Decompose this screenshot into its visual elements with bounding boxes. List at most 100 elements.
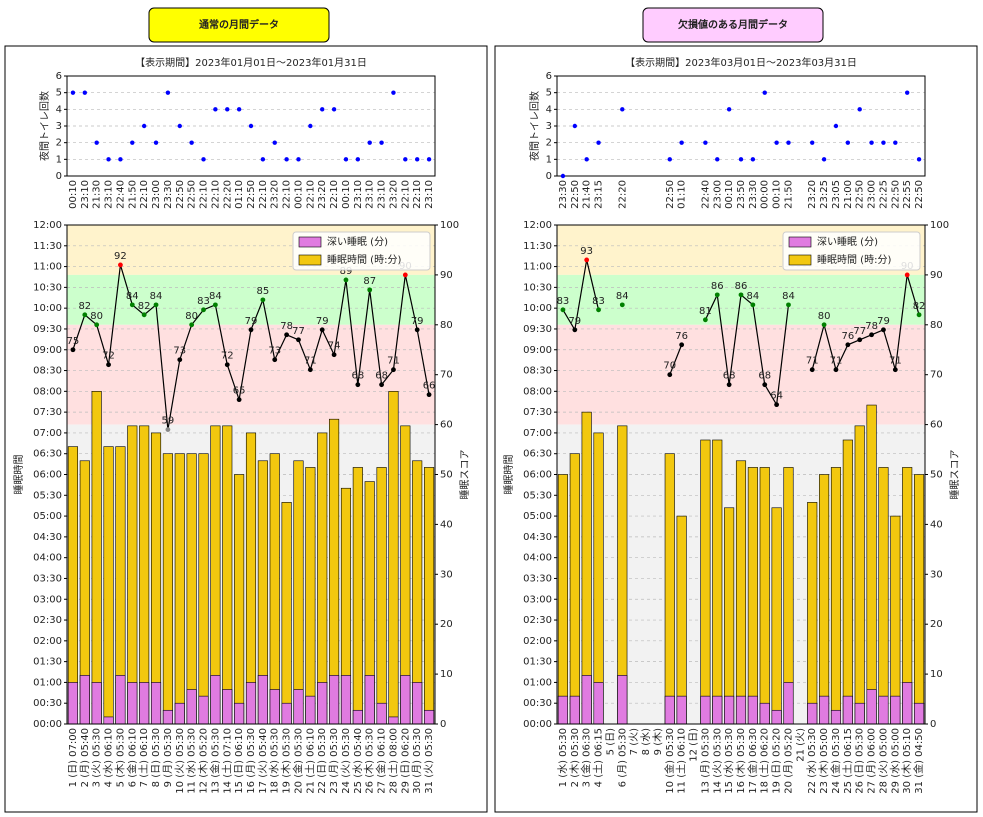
x-tick-label: 20 (月) 05:20: [782, 728, 794, 794]
score-label: 73: [173, 346, 186, 357]
score-point: [619, 302, 625, 308]
y-axis-label: 睡眠時間: [502, 455, 515, 495]
score-label: 82: [138, 301, 151, 312]
legend-swatch: [298, 236, 322, 248]
y-tick-label: 11:00: [523, 262, 552, 273]
bar: [759, 467, 770, 725]
x-tick-label: 28 (土) 08:00: [386, 728, 399, 794]
x-tick-label: 30 (木) 05:10: [901, 728, 913, 794]
y-tick-label: 11:00: [33, 262, 62, 273]
y-tick-label: 09:30: [523, 324, 552, 335]
y-tick-label: 07:30: [33, 407, 62, 418]
bar: [162, 453, 173, 725]
bar: [771, 709, 782, 725]
point: [715, 157, 720, 162]
x-tick-label: 21:00: [843, 180, 854, 209]
score-point: [426, 392, 432, 398]
bar: [198, 695, 209, 725]
point: [308, 123, 313, 129]
x-tick-label: 14 (土) 07:10: [220, 728, 233, 794]
point: [810, 140, 815, 145]
x-tick-label: 22:50: [665, 180, 676, 209]
bar: [771, 507, 782, 725]
bar: [593, 682, 604, 725]
x-tick-label: 18 (土) 06:20: [758, 728, 771, 794]
point: [881, 140, 886, 145]
bar: [676, 695, 687, 725]
score-label: 84: [782, 291, 795, 302]
score-point: [857, 337, 863, 343]
bar: [854, 702, 865, 725]
y-tick-label: 05:30: [523, 490, 552, 501]
score-point: [129, 302, 135, 308]
x-tick-label: 18 (水) 05:30: [269, 728, 281, 794]
x-tick-label: 28 (火) 05:00: [877, 728, 889, 794]
x-tick-label: 22:50: [175, 180, 186, 209]
score-point: [236, 397, 242, 403]
x-tick-label: 10 (火) 05:30: [174, 728, 186, 794]
legend-box: [782, 231, 921, 271]
x-tick-label: 3 (火) 05:30: [91, 728, 103, 787]
bar: [139, 682, 150, 725]
point: [620, 107, 625, 112]
y-axis-label: 夜間トイレ回数: [38, 91, 51, 161]
y-tick-label: 00:00: [523, 719, 552, 730]
score-point: [177, 357, 183, 363]
bar: [222, 689, 233, 725]
x-tick-label: 01:10: [234, 180, 245, 209]
y-tick-label: 03:30: [523, 573, 552, 584]
x-tick-label: 27 (金) 06:10: [375, 728, 388, 794]
x-tick-label: 22:10: [258, 180, 269, 209]
bar: [91, 682, 102, 725]
x-tick-label: 26 (日) 05:30: [855, 728, 866, 794]
score-label: 80: [185, 311, 198, 322]
bar: [676, 515, 687, 725]
y-tick-label: 00:30: [523, 698, 552, 709]
y2-tick-label: 80: [930, 320, 943, 331]
y-tick-label: 04:30: [33, 532, 62, 543]
x-tick-label: 22:10: [400, 180, 411, 209]
x-tick-label: 22 (水) 05:30: [806, 728, 818, 794]
bar: [245, 432, 257, 725]
y-tick-label: 03:00: [523, 594, 552, 605]
legend-swatch: [298, 254, 322, 266]
y-tick-label: 1: [56, 154, 62, 165]
x-tick-label: 23:00: [867, 180, 878, 209]
point: [320, 107, 325, 112]
bar: [400, 675, 411, 725]
score-label: 79: [245, 316, 258, 327]
y2-axis-label: 睡眠スコア: [948, 450, 961, 500]
bar: [902, 682, 913, 725]
score-label: 79: [877, 316, 890, 327]
point: [165, 90, 171, 95]
point: [260, 157, 266, 162]
x-tick-label: 29 (日) 06:20: [400, 728, 411, 794]
score-point: [248, 327, 254, 333]
y-tick-label: 04:00: [523, 553, 552, 564]
x-tick-label: 22:50: [570, 180, 581, 209]
x-tick-label: 00:10: [68, 180, 79, 209]
x-tick-label: 6 (月) 05:30: [616, 728, 628, 787]
score-label: 71: [387, 356, 400, 367]
y-tick-label: 09:00: [523, 345, 552, 356]
score-point: [367, 287, 373, 293]
bar: [329, 675, 340, 725]
score-label: 65: [233, 386, 246, 397]
bar: [127, 682, 138, 725]
y-tick-label: 12:00: [523, 220, 552, 231]
x-tick-label: 23 (木) 05:00: [818, 728, 830, 794]
x-tick-label: 22:50: [246, 180, 257, 209]
x-tick-label: 25 (水) 05:40: [352, 728, 364, 794]
score-label: 86: [735, 281, 748, 292]
score-point: [750, 302, 756, 308]
bar: [150, 682, 162, 725]
point: [296, 157, 301, 162]
y-tick-label: 05:30: [33, 490, 62, 501]
score-label: 70: [663, 361, 676, 372]
score-label: 81: [699, 306, 712, 317]
score-point: [296, 337, 301, 343]
bar: [759, 702, 770, 725]
point: [833, 123, 839, 129]
bar: [866, 689, 877, 725]
bar: [198, 453, 209, 725]
